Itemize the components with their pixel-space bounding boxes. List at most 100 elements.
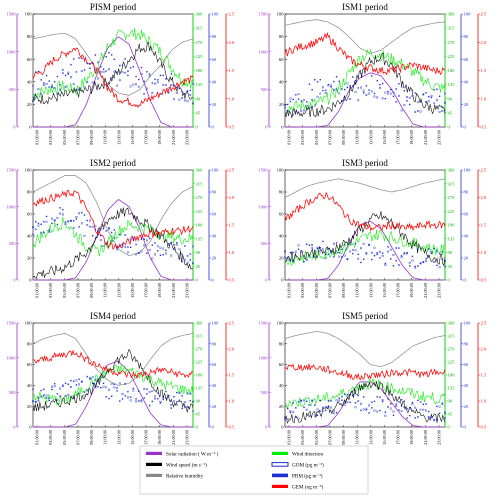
solar-tick-label: 1500 xyxy=(258,168,268,173)
x-tick-label: 03:00:00 xyxy=(300,283,305,298)
wind-dir-tick-label: 90 xyxy=(448,96,453,101)
gom-point xyxy=(322,409,324,412)
pbm-point xyxy=(102,382,105,384)
pbm-point xyxy=(327,400,330,402)
chart-panel-3: ISM2 period05001000150002040608010004590… xyxy=(6,158,235,298)
pbm-point xyxy=(346,393,349,396)
pbm-point xyxy=(64,382,67,384)
pbm-point xyxy=(167,243,170,245)
pbm-point xyxy=(32,388,34,390)
pbm-point xyxy=(403,252,406,254)
gom-point xyxy=(64,86,67,88)
gem-tick-label: 1.0 xyxy=(229,250,235,255)
gom-point xyxy=(444,411,446,414)
legend-label: GOM (pg m⁻³) xyxy=(292,462,324,469)
gom-point xyxy=(164,397,167,400)
gom-point xyxy=(373,409,376,412)
gom-point xyxy=(140,73,143,75)
pbm-point xyxy=(414,265,416,268)
gom-point xyxy=(99,376,102,379)
gom-point xyxy=(308,404,311,406)
solar-tick-label: 500 xyxy=(261,241,269,246)
gom-point xyxy=(53,87,56,90)
pct-tick-label: 60 xyxy=(27,212,32,217)
pct-tick-label: 40 xyxy=(279,383,284,388)
series-gem xyxy=(284,31,446,76)
pbm-point xyxy=(384,97,387,100)
pbm-point xyxy=(403,400,406,402)
pct-tick-label: 80 xyxy=(27,34,32,39)
pbm-point xyxy=(354,402,357,404)
gem-tick-label: 2.5 xyxy=(481,321,487,326)
gom-point xyxy=(397,94,400,97)
pbm-point xyxy=(100,66,102,68)
pbm-point xyxy=(441,403,443,405)
pbm-point xyxy=(75,218,78,220)
gom-point xyxy=(360,402,362,405)
pct-tick-label: 80 xyxy=(279,34,284,39)
pbm-point xyxy=(53,219,56,222)
pbm-point xyxy=(162,253,164,256)
pbm-point xyxy=(94,54,97,56)
pbm-point xyxy=(97,61,99,64)
x-tick-label: 17:00:00 xyxy=(144,130,149,145)
legend-item-wind-speed: Wind speed (m s⁻¹) xyxy=(146,462,207,469)
pbm-point xyxy=(333,256,335,258)
gom-point xyxy=(360,247,362,250)
gom-tick-label: 20 xyxy=(464,256,469,261)
gom-tick-label: 0 xyxy=(212,425,215,430)
solar-tick-label: 0 xyxy=(265,278,268,283)
gom-point xyxy=(313,104,316,107)
gom-point xyxy=(373,246,376,249)
pbm-point xyxy=(140,238,143,241)
gom-point xyxy=(408,407,411,410)
pbm-point xyxy=(297,98,300,100)
pbm-point xyxy=(48,80,50,82)
wind-dir-tick-label: 360 xyxy=(448,168,456,173)
pbm-point xyxy=(184,93,186,95)
gom-point xyxy=(343,254,346,257)
pbm-point xyxy=(438,412,441,415)
pbm-point xyxy=(343,88,346,91)
pbm-point xyxy=(295,407,297,409)
pbm-point xyxy=(70,220,72,222)
x-tick-label: 21:00:00 xyxy=(423,283,428,298)
gom-point xyxy=(406,96,408,99)
gom-point xyxy=(346,401,349,404)
pbm-point xyxy=(192,82,194,85)
gom-point xyxy=(362,89,365,92)
pbm-point xyxy=(376,396,378,398)
series-relative-humidity xyxy=(284,19,446,54)
pbm-point xyxy=(113,58,116,61)
pbm-point xyxy=(70,63,72,66)
pct-tick-label: 40 xyxy=(279,234,284,239)
x-tick-label: 19:00:00 xyxy=(157,430,162,445)
gom-point xyxy=(284,103,286,106)
gem-tick-label: 2.5 xyxy=(229,168,235,173)
pbm-point xyxy=(300,100,302,102)
pbm-point xyxy=(157,79,159,81)
pbm-point xyxy=(417,101,419,103)
x-tick-label: 03:00:00 xyxy=(48,283,53,298)
pbm-point xyxy=(97,234,99,236)
gom-point xyxy=(322,248,324,251)
pbm-point xyxy=(173,248,175,251)
wind-dir-tick-label: 180 xyxy=(448,373,456,378)
gom-point xyxy=(292,260,295,263)
pbm-point xyxy=(422,93,425,96)
gom-point xyxy=(32,226,34,229)
legend: Solar radiation ( W m⁻² ) Wind direction W… xyxy=(139,445,369,495)
pct-tick-label: 20 xyxy=(27,404,32,409)
x-tick-label: 09:00:00 xyxy=(341,283,346,298)
gom-point xyxy=(173,400,175,403)
gom-point xyxy=(349,250,351,253)
pbm-point xyxy=(154,398,156,400)
gom-point xyxy=(159,246,162,249)
gom-point xyxy=(148,248,151,251)
pbm-point xyxy=(116,390,118,392)
gom-point xyxy=(148,390,151,393)
pbm-point xyxy=(121,64,124,67)
gom-point xyxy=(72,397,75,400)
pbm-point xyxy=(284,419,286,421)
gom-point xyxy=(175,92,178,95)
